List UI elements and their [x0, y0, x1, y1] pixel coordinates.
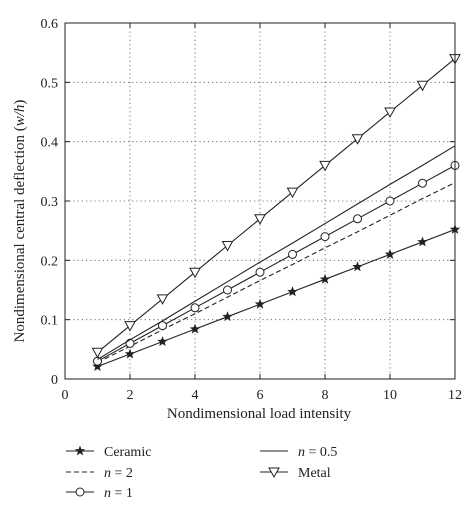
data-point-metal: [351, 134, 364, 145]
y-tick-label: 0.4: [41, 136, 59, 151]
legend-label-value: = 0.5: [305, 445, 337, 460]
y-axis-label: Nondimensional central deflection (w/h): [12, 100, 28, 343]
data-point-ceramic: [384, 248, 396, 259]
data-point-metal: [384, 107, 396, 119]
data-point-metal: [124, 321, 136, 332]
data-point-ceramic: [189, 323, 201, 334]
x-tick-label: 10: [383, 388, 397, 403]
data-point-n1: [288, 249, 297, 259]
series-line-n1: [97, 164, 456, 362]
data-point-ceramic: [124, 348, 136, 359]
x-tick-label: 4: [192, 388, 199, 403]
legend-item-ceramic: Ceramic: [66, 445, 151, 460]
y-axis-label-var: w/h: [12, 105, 28, 127]
data-point-ceramic: [287, 286, 298, 297]
data-point-ceramic: [352, 261, 363, 272]
legend-item-n2: n = 2: [66, 466, 133, 481]
data-point-n1: [255, 267, 265, 277]
data-point-metal: [286, 187, 299, 199]
data-point-metal: [189, 267, 201, 279]
series-line-n2: [97, 182, 456, 363]
data-point-n1: [125, 338, 135, 348]
x-tick-label: 0: [62, 388, 69, 403]
data-point-metal: [254, 214, 266, 225]
x-tick-label: 8: [322, 388, 329, 403]
y-tick-label: 0: [51, 373, 58, 388]
legend-item-metal: Metal: [260, 466, 331, 481]
series-n1: [93, 160, 460, 366]
data-point-metal: [319, 160, 331, 172]
legend-label-var: n: [104, 486, 111, 501]
grid-lines: [65, 23, 455, 379]
legend-label-metal: Metal: [298, 466, 331, 481]
legend-label-var: n: [104, 466, 111, 481]
x-tick-label: 6: [257, 388, 264, 403]
legend-label-ceramic: Ceramic: [104, 445, 151, 460]
data-point-n1: [353, 214, 362, 224]
legend-marker-n1: [75, 487, 85, 497]
legend-item-n05: n = 0.5: [260, 445, 337, 460]
legend-label-value: = 2: [111, 466, 133, 481]
series-n2: [97, 182, 456, 363]
data-point-n1: [418, 178, 427, 188]
y-axis-label-close: ): [12, 100, 28, 105]
data-point-metal: [221, 241, 234, 252]
data-point-metal: [91, 347, 104, 359]
data-point-n1: [93, 356, 102, 366]
series-layer: [91, 54, 461, 371]
y-tick-label: 0.1: [41, 314, 59, 329]
data-point-n1: [190, 303, 200, 313]
y-axis-label-main: Nondimensional central deflection (: [12, 126, 28, 342]
data-point-ceramic: [222, 311, 233, 322]
legend-item-n1: n = 1: [66, 486, 133, 501]
data-point-n1: [158, 321, 167, 331]
data-point-ceramic: [417, 236, 428, 247]
legend-label-n2: n = 2: [104, 466, 133, 481]
data-point-metal: [156, 294, 169, 305]
series-metal: [91, 54, 461, 359]
data-point-n1: [385, 196, 395, 206]
legend-label-n1: n = 1: [104, 486, 133, 501]
legend-marker-ceramic: [74, 445, 86, 456]
data-point-n1: [320, 232, 330, 242]
x-axis-label: Nondimensional load intensity: [167, 406, 352, 422]
data-point-ceramic: [92, 361, 103, 371]
legend-label-n05: n = 0.5: [298, 445, 337, 460]
data-point-n1: [223, 285, 232, 295]
x-tick-label: 2: [127, 388, 134, 403]
legend-label-value: = 1: [111, 486, 133, 501]
y-tick-label: 0.2: [41, 254, 59, 269]
y-tick-label: 0.3: [41, 195, 59, 210]
axis-ticks: 0 2 4 6 8 10 12 0 0.1 0.2 0.3 0.4 0.5 0.6: [41, 17, 463, 403]
series-n05: [97, 145, 456, 360]
y-tick-label: 0.6: [41, 17, 59, 32]
legend-marker-metal: [268, 467, 280, 479]
y-tick-label: 0.5: [41, 76, 59, 91]
series-ceramic: [92, 223, 461, 371]
series-line-n05: [97, 145, 456, 360]
data-point-ceramic: [319, 273, 331, 284]
data-point-ceramic: [157, 336, 168, 347]
data-point-metal: [416, 80, 429, 92]
legend-label-var: n: [298, 445, 305, 460]
x-tick-label: 12: [448, 388, 462, 403]
series-line-metal: [97, 58, 456, 353]
series-line-ceramic: [97, 228, 456, 368]
data-point-ceramic: [254, 298, 266, 309]
